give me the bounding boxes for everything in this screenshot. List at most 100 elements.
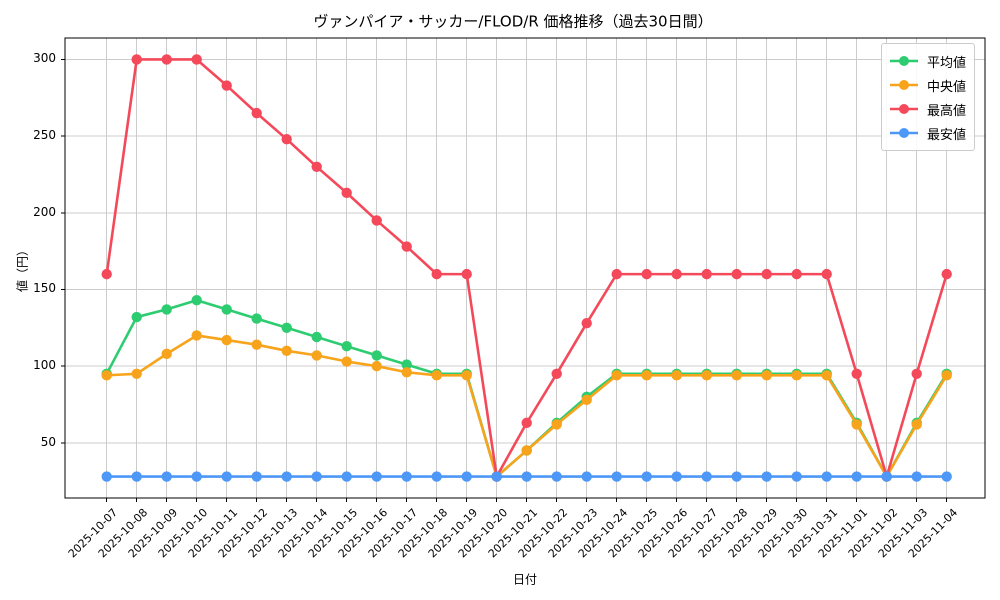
data-point-median xyxy=(281,345,292,356)
data-point-max xyxy=(281,134,292,145)
legend-marker-min xyxy=(890,128,918,138)
data-point-median xyxy=(311,350,322,361)
data-point-min xyxy=(551,471,562,482)
data-point-max xyxy=(791,268,802,280)
data-point-average xyxy=(221,304,232,315)
data-point-median xyxy=(161,348,172,360)
data-point-min xyxy=(701,471,712,482)
data-point-min xyxy=(431,471,442,482)
data-point-average xyxy=(131,311,142,323)
data-point-min xyxy=(371,471,382,482)
data-point-median xyxy=(671,370,682,381)
data-point-median xyxy=(461,370,472,381)
data-point-median xyxy=(731,370,742,381)
data-point-median xyxy=(821,370,832,381)
legend-label-max: 最高値 xyxy=(927,103,967,119)
data-point-median xyxy=(641,370,652,381)
data-point-max xyxy=(461,268,472,280)
y-tick-label: 250 xyxy=(33,128,56,143)
data-point-max xyxy=(671,268,682,280)
data-point-median xyxy=(911,419,922,430)
data-point-average xyxy=(311,331,322,343)
chart-title: ヴァンパイア・サッカー/FLOD/R 価格推移（過去30日間） xyxy=(313,12,713,31)
data-point-max xyxy=(401,241,412,252)
data-point-min xyxy=(941,471,952,482)
data-point-median xyxy=(431,370,442,381)
legend-item-min: 最安値 xyxy=(889,121,966,145)
data-point-max xyxy=(851,368,862,379)
legend-label-min: 最安値 xyxy=(927,127,967,143)
data-point-max xyxy=(731,268,742,280)
data-point-median xyxy=(611,370,622,381)
y-tick-label: 100 xyxy=(33,358,56,373)
data-point-min xyxy=(641,471,652,482)
data-point-max xyxy=(161,54,172,65)
data-point-max xyxy=(251,107,262,119)
data-point-max xyxy=(761,268,772,280)
data-point-median xyxy=(251,339,262,350)
legend-marker-max xyxy=(890,104,918,114)
data-point-min xyxy=(521,471,532,482)
data-point-min xyxy=(611,471,622,482)
data-point-min xyxy=(161,471,172,482)
legend-marker-median xyxy=(890,80,918,90)
data-point-average xyxy=(251,313,262,324)
data-point-median xyxy=(221,334,232,346)
data-point-average xyxy=(281,322,292,333)
legend: 平均値中央値最高値最安値 xyxy=(881,43,976,151)
legend-item-average: 平均値 xyxy=(889,49,966,73)
data-point-min xyxy=(761,471,772,482)
y-tick-label: 50 xyxy=(40,434,56,449)
legend-item-median: 中央値 xyxy=(889,73,966,97)
data-point-min xyxy=(881,471,892,482)
data-point-min xyxy=(851,471,862,482)
y-tick-label: 150 xyxy=(33,281,56,296)
data-point-max xyxy=(341,187,352,199)
data-point-min xyxy=(221,471,232,482)
data-point-max xyxy=(221,80,232,91)
data-point-median xyxy=(851,419,862,430)
grid-lines xyxy=(65,38,985,498)
data-point-min xyxy=(191,471,202,482)
data-point-average xyxy=(191,295,202,306)
data-point-max xyxy=(101,268,112,280)
data-point-max xyxy=(521,417,532,429)
data-point-median xyxy=(521,445,532,456)
data-point-median xyxy=(401,367,412,378)
data-point-max xyxy=(311,161,322,172)
data-point-min xyxy=(581,471,592,482)
data-point-max xyxy=(431,268,442,280)
data-point-max xyxy=(821,268,832,280)
plot-border xyxy=(64,37,986,499)
data-point-min xyxy=(281,471,292,482)
data-point-min xyxy=(821,471,832,482)
data-point-min xyxy=(791,471,802,482)
data-point-median xyxy=(941,370,952,381)
data-point-min xyxy=(341,471,352,482)
data-point-average xyxy=(161,304,172,315)
data-point-median xyxy=(791,370,802,381)
data-point-median xyxy=(551,419,562,430)
legend-label-median: 中央値 xyxy=(927,79,967,95)
data-point-median xyxy=(371,360,382,372)
data-point-max xyxy=(191,54,202,65)
data-point-max xyxy=(551,368,562,379)
legend-item-max: 最高値 xyxy=(889,97,966,121)
data-point-average xyxy=(401,359,412,370)
data-point-max xyxy=(941,268,952,280)
data-point-median xyxy=(341,356,352,367)
data-point-min xyxy=(131,471,142,482)
legend-label-average: 平均値 xyxy=(927,55,967,71)
data-point-min xyxy=(911,471,922,482)
data-point-max xyxy=(911,368,922,379)
data-point-max xyxy=(701,268,712,280)
data-point-median xyxy=(131,368,142,379)
data-point-median xyxy=(191,330,202,341)
data-point-max xyxy=(131,54,142,65)
data-point-min xyxy=(461,471,472,482)
data-point-min xyxy=(401,471,412,482)
series-min xyxy=(101,471,952,482)
data-point-average xyxy=(341,341,352,352)
y-tick-label: 300 xyxy=(33,51,56,66)
